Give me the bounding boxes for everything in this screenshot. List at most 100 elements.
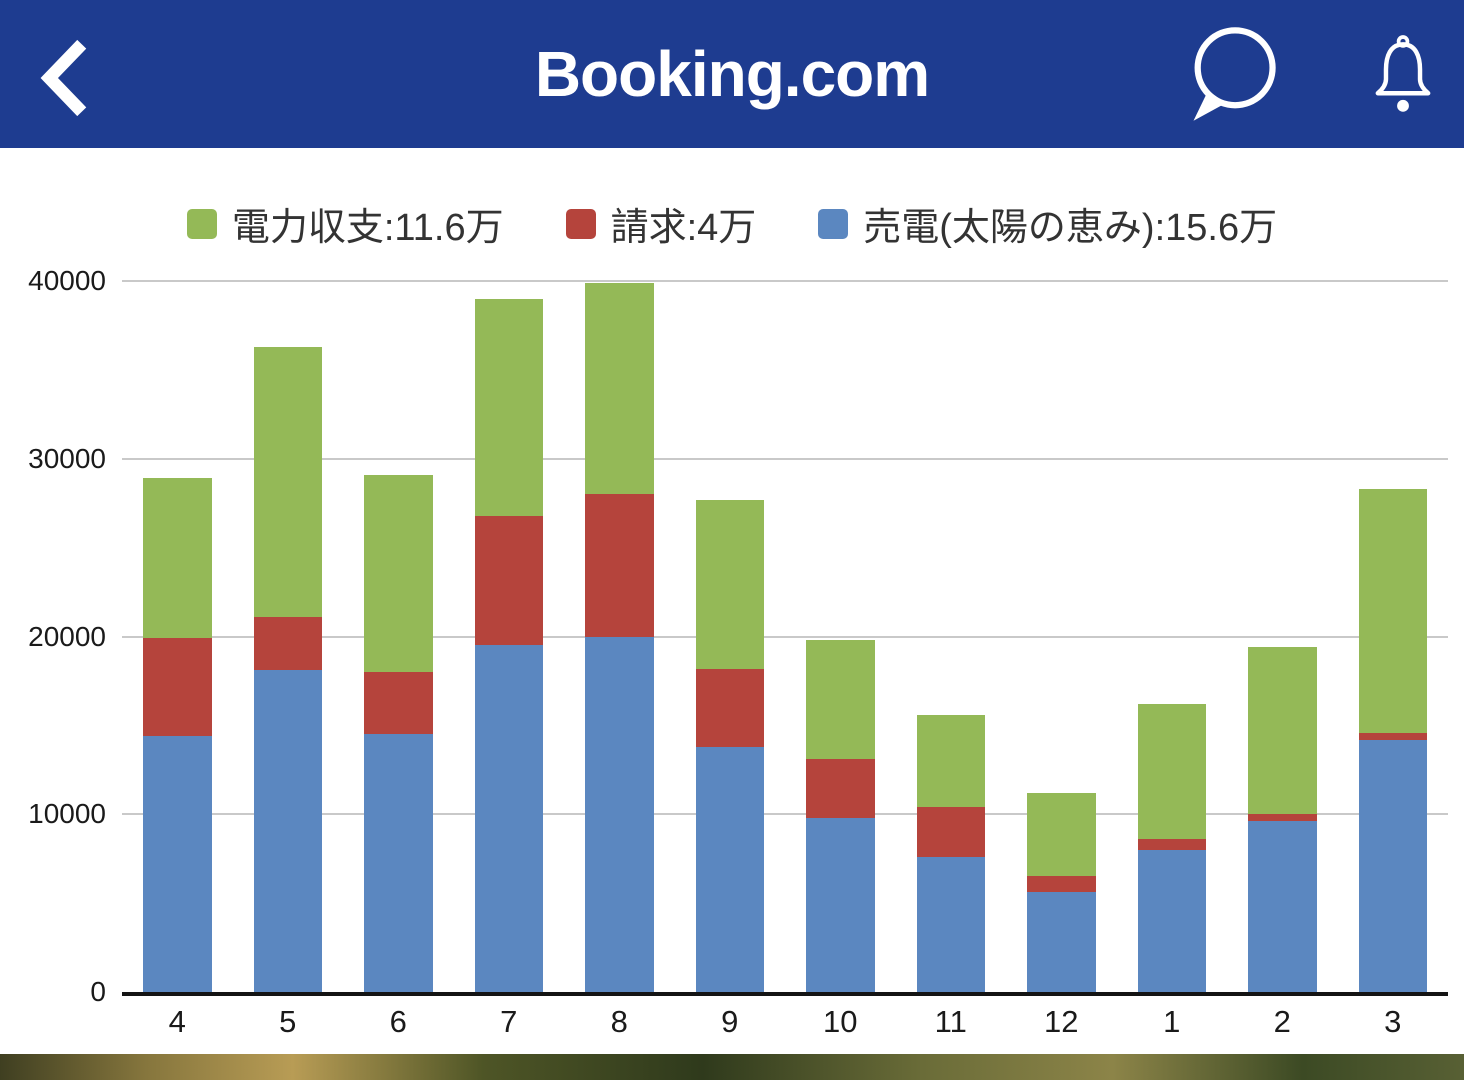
bar-slot (1338, 281, 1449, 992)
bar-segment-sell (806, 817, 875, 992)
bar-segment-bill (253, 616, 322, 671)
y-tick-label: 10000 (28, 798, 106, 830)
x-tick-label: 2 (1273, 1004, 1291, 1039)
bar-segment-bill (585, 494, 654, 637)
bar-segment-balance (1137, 704, 1206, 840)
bar-segment-balance (695, 499, 764, 669)
x-tick-label: 5 (279, 1004, 297, 1039)
back-chevron-icon (40, 39, 87, 117)
x-tick-label: 3 (1384, 1004, 1402, 1039)
bar-segment-balance (143, 478, 212, 639)
plot-area: 0 10000 20000 30000 40000 (28, 265, 1448, 1007)
y-tick-label: 0 (90, 976, 106, 1007)
bar-segment-sell (474, 645, 543, 992)
x-tick-label: 8 (610, 1004, 628, 1039)
x-tick-label: 7 (500, 1004, 518, 1039)
bar-slot (564, 281, 675, 992)
x-tick-label: 10 (823, 1004, 858, 1039)
stacked-bar (143, 281, 212, 992)
chart-area: 電力収支:11.6万 請求:4万 売電(太陽の恵み):15.6万 0 10000 200… (0, 148, 1464, 1054)
bar-segment-balance (474, 298, 543, 516)
stacked-bar (916, 281, 985, 992)
bar-segment-sell (364, 734, 433, 992)
bar-segment-balance (1027, 792, 1096, 877)
photo-strip (0, 1054, 1464, 1080)
bar-segment-bill (1137, 839, 1206, 850)
x-tick-label: 1 (1163, 1004, 1181, 1039)
bar-segment-sell (1248, 821, 1317, 992)
bar-segment-sell (143, 736, 212, 992)
bar-segment-sell (253, 670, 322, 992)
bar-segment-balance (1358, 488, 1427, 733)
bar-slot (1117, 281, 1228, 992)
x-tick-label: 4 (168, 1004, 186, 1039)
legend-swatch (565, 208, 596, 239)
bar-segment-sell (1027, 892, 1096, 992)
bar-slot (675, 281, 786, 992)
stacked-bar (1027, 281, 1096, 992)
bar-segment-bill (1248, 814, 1317, 822)
stacked-bar (695, 281, 764, 992)
bell-icon (1375, 35, 1431, 112)
bar-segment-sell (1358, 739, 1427, 992)
bar-segment-bill (1027, 876, 1096, 893)
legend-label: 売電(太陽の恵み):15.6万 (863, 207, 1278, 249)
header-actions (1180, 0, 1440, 148)
bar-slot (343, 281, 454, 992)
header-bar: Booking.com (0, 0, 1464, 148)
y-tick-label: 40000 (28, 265, 106, 296)
bar-segment-balance (585, 282, 654, 495)
bar-slot (1006, 281, 1117, 992)
bar-segment-balance (364, 474, 433, 673)
stacked-bar (806, 281, 875, 992)
bar-segment-balance (916, 714, 985, 808)
stacked-bar (364, 281, 433, 992)
bars-layer (122, 281, 1448, 992)
legend-item: 電力収支:11.6万 (186, 196, 504, 251)
bar-segment-sell (695, 746, 764, 992)
legend-swatch (186, 208, 217, 239)
gridline (122, 635, 1448, 638)
stacked-bar (1248, 281, 1317, 992)
bar-slot (785, 281, 896, 992)
bar-segment-bill (806, 759, 875, 818)
x-tick-label: 6 (389, 1004, 407, 1039)
gridline (122, 457, 1448, 460)
stacked-bar (253, 281, 322, 992)
back-button[interactable] (34, 38, 92, 118)
x-tick-label: 11 (934, 1004, 967, 1039)
bar-slot (896, 281, 1007, 992)
bar-segment-balance (806, 640, 875, 760)
bar-segment-bill (695, 668, 764, 747)
x-tick-label: 9 (721, 1004, 739, 1039)
chat-button[interactable] (1180, 22, 1284, 126)
bar-segment-bill (364, 672, 433, 735)
bar-segment-sell (1137, 849, 1206, 992)
x-tick-label: 12 (1044, 1004, 1079, 1039)
bar-segment-bill (143, 638, 212, 737)
chat-bubble-icon (1193, 27, 1276, 121)
y-tick-label: 20000 (28, 620, 106, 652)
stacked-bar (1358, 281, 1427, 992)
legend-label: 請求:4万 (610, 207, 757, 249)
bar-slot (1227, 281, 1338, 992)
bar-segment-balance (1248, 647, 1317, 815)
legend-swatch (818, 208, 849, 239)
bar-segment-sell (585, 636, 654, 992)
bar-segment-bill (916, 807, 985, 857)
y-tick-label: 30000 (28, 442, 106, 474)
legend-item: 売電(太陽の恵み):15.6万 (818, 196, 1277, 251)
stacked-bar (585, 281, 654, 992)
bar-segment-sell (916, 856, 985, 992)
bar-segment-bill (474, 515, 543, 646)
notifications-button[interactable] (1366, 32, 1440, 116)
stacked-bar (474, 281, 543, 992)
bar-slot (233, 281, 344, 992)
legend-label: 電力収支:11.6万 (231, 207, 504, 249)
x-axis-labels: 4 5 6 7 8 9 10 11 12 1 2 3 (122, 1004, 1448, 1040)
bar-slot (454, 281, 565, 992)
gridline (122, 280, 1448, 282)
chart-legend: 電力収支:11.6万 請求:4万 売電(太陽の恵み):15.6万 (0, 196, 1464, 251)
legend-item: 請求:4万 (565, 196, 757, 251)
